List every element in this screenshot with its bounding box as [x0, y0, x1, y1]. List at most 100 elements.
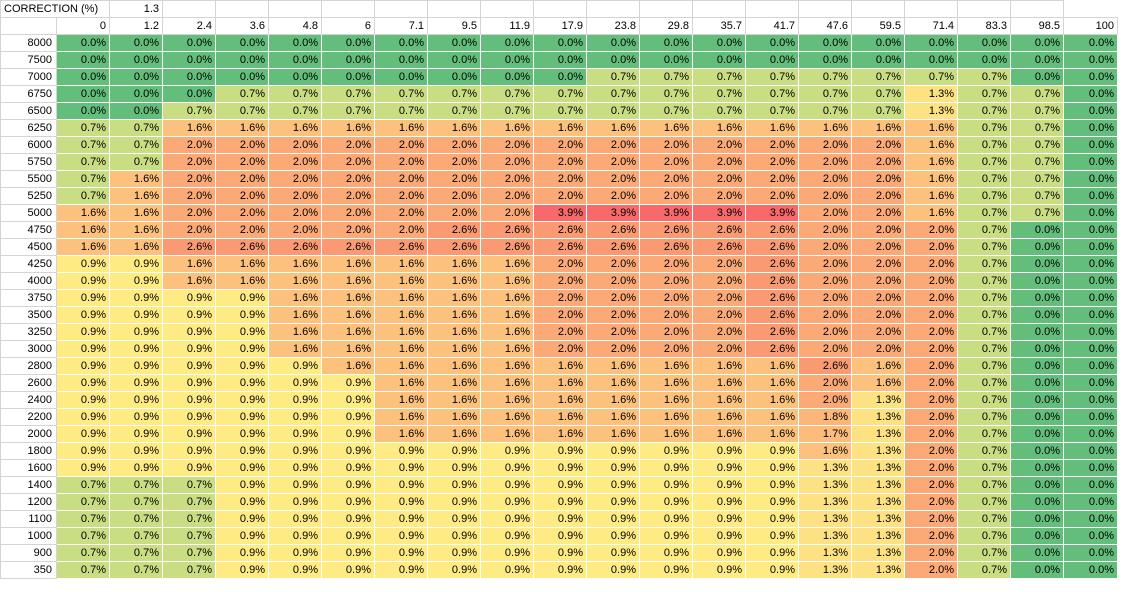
value-cell[interactable]: 2.0%	[268, 221, 322, 239]
value-cell[interactable]: 2.0%	[268, 136, 322, 154]
row-header[interactable]: 2400	[0, 391, 57, 409]
value-cell[interactable]: 1.6%	[374, 357, 428, 375]
value-cell[interactable]: 0.0%	[215, 34, 269, 52]
value-cell[interactable]: 0.9%	[692, 493, 746, 511]
value-cell[interactable]: 0.7%	[957, 425, 1011, 443]
value-cell[interactable]: 1.6%	[427, 272, 481, 290]
value-cell[interactable]: 2.0%	[533, 340, 587, 358]
value-cell[interactable]: 2.0%	[162, 136, 216, 154]
value-cell[interactable]: 0.0%	[957, 51, 1011, 69]
value-cell[interactable]: 0.9%	[109, 442, 163, 460]
value-cell[interactable]: 0.0%	[533, 34, 587, 52]
value-cell[interactable]: 0.7%	[692, 102, 746, 120]
value-cell[interactable]: 0.0%	[1063, 374, 1118, 392]
row-header[interactable]: 350	[0, 561, 57, 579]
value-cell[interactable]: 0.7%	[957, 221, 1011, 239]
value-cell[interactable]: 0.7%	[745, 102, 799, 120]
value-cell[interactable]: 0.7%	[957, 459, 1011, 477]
value-cell[interactable]: 0.9%	[480, 510, 534, 528]
value-cell[interactable]: 0.0%	[162, 85, 216, 103]
value-cell[interactable]: 0.9%	[427, 510, 481, 528]
value-cell[interactable]: 1.6%	[692, 408, 746, 426]
value-cell[interactable]: 0.0%	[109, 68, 163, 86]
value-cell[interactable]: 2.0%	[533, 187, 587, 205]
value-cell[interactable]: 0.9%	[215, 408, 269, 426]
column-header[interactable]: 23.8	[586, 17, 640, 35]
value-cell[interactable]: 2.0%	[851, 323, 905, 341]
value-cell[interactable]: 0.9%	[321, 408, 375, 426]
value-cell[interactable]: 2.0%	[798, 255, 852, 273]
value-cell[interactable]: 2.0%	[374, 221, 428, 239]
value-cell[interactable]: 0.0%	[480, 34, 534, 52]
value-cell[interactable]: 0.9%	[692, 476, 746, 494]
value-cell[interactable]: 0.0%	[1010, 34, 1064, 52]
value-cell[interactable]: 0.0%	[1010, 51, 1064, 69]
value-cell[interactable]: 1.6%	[374, 272, 428, 290]
value-cell[interactable]: 2.6%	[374, 238, 428, 256]
value-cell[interactable]: 1.6%	[427, 374, 481, 392]
value-cell[interactable]: 0.0%	[639, 34, 693, 52]
value-cell[interactable]: 0.9%	[215, 289, 269, 307]
value-cell[interactable]: 0.7%	[56, 510, 110, 528]
value-cell[interactable]: 1.6%	[215, 272, 269, 290]
value-cell[interactable]: 0.9%	[639, 476, 693, 494]
value-cell[interactable]: 0.9%	[480, 561, 534, 579]
value-cell[interactable]: 0.0%	[215, 68, 269, 86]
row-header[interactable]: 1200	[0, 493, 57, 511]
empty-cell[interactable]	[374, 0, 428, 18]
value-cell[interactable]: 1.6%	[374, 323, 428, 341]
value-cell[interactable]: 0.0%	[109, 102, 163, 120]
value-cell[interactable]: 0.9%	[480, 527, 534, 545]
value-cell[interactable]: 1.6%	[268, 306, 322, 324]
column-header[interactable]: 3.6	[215, 17, 269, 35]
value-cell[interactable]: 0.7%	[957, 442, 1011, 460]
value-cell[interactable]: 2.6%	[745, 340, 799, 358]
value-cell[interactable]: 1.6%	[533, 408, 587, 426]
value-cell[interactable]: 0.7%	[957, 136, 1011, 154]
empty-cell[interactable]	[268, 0, 322, 18]
value-cell[interactable]: 0.9%	[533, 476, 587, 494]
column-header[interactable]: 4.8	[268, 17, 322, 35]
value-cell[interactable]: 2.6%	[745, 323, 799, 341]
value-cell[interactable]: 1.6%	[851, 119, 905, 137]
value-cell[interactable]: 0.9%	[109, 408, 163, 426]
value-cell[interactable]: 2.0%	[586, 306, 640, 324]
value-cell[interactable]: 2.0%	[904, 476, 958, 494]
value-cell[interactable]: 0.9%	[427, 527, 481, 545]
value-cell[interactable]: 1.6%	[586, 425, 640, 443]
column-header[interactable]: 71.4	[904, 17, 958, 35]
value-cell[interactable]: 2.0%	[215, 170, 269, 188]
value-cell[interactable]: 2.0%	[533, 255, 587, 273]
value-cell[interactable]: 1.6%	[109, 238, 163, 256]
value-cell[interactable]: 0.9%	[109, 340, 163, 358]
value-cell[interactable]: 3.9%	[639, 204, 693, 222]
value-cell[interactable]: 0.9%	[321, 442, 375, 460]
value-cell[interactable]: 0.0%	[1010, 323, 1064, 341]
value-cell[interactable]: 0.7%	[56, 561, 110, 579]
value-cell[interactable]: 1.6%	[904, 170, 958, 188]
value-cell[interactable]: 0.0%	[1063, 323, 1118, 341]
value-cell[interactable]: 0.9%	[268, 442, 322, 460]
value-cell[interactable]: 0.0%	[1063, 306, 1118, 324]
empty-cell[interactable]	[798, 0, 852, 18]
value-cell[interactable]: 2.0%	[533, 153, 587, 171]
value-cell[interactable]: 0.7%	[745, 85, 799, 103]
value-cell[interactable]: 0.9%	[533, 561, 587, 579]
value-cell[interactable]: 1.3%	[851, 527, 905, 545]
row-header[interactable]: 6500	[0, 102, 57, 120]
value-cell[interactable]: 2.6%	[427, 221, 481, 239]
value-cell[interactable]: 0.9%	[745, 442, 799, 460]
value-cell[interactable]: 0.7%	[1010, 102, 1064, 120]
value-cell[interactable]: 0.7%	[162, 544, 216, 562]
value-cell[interactable]: 0.0%	[1010, 544, 1064, 562]
value-cell[interactable]: 0.9%	[215, 306, 269, 324]
value-cell[interactable]: 0.7%	[268, 85, 322, 103]
value-cell[interactable]: 1.6%	[480, 255, 534, 273]
value-cell[interactable]: 0.7%	[533, 102, 587, 120]
value-cell[interactable]: 0.0%	[533, 51, 587, 69]
value-cell[interactable]: 2.0%	[639, 306, 693, 324]
value-cell[interactable]: 2.0%	[904, 323, 958, 341]
value-cell[interactable]: 1.6%	[374, 374, 428, 392]
value-cell[interactable]: 0.9%	[745, 527, 799, 545]
value-cell[interactable]: 0.0%	[1063, 493, 1118, 511]
